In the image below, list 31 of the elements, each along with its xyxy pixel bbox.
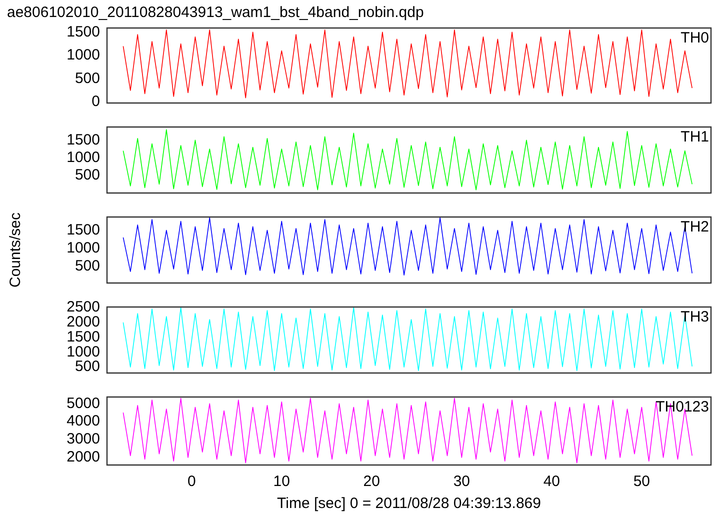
x-tick-label: 40 bbox=[543, 473, 560, 490]
y-tick-label: 5000 bbox=[66, 394, 100, 412]
y-tick-label: 1500 bbox=[66, 131, 100, 148]
y-tick-label: 0 bbox=[92, 93, 100, 110]
x-tick-label: 50 bbox=[633, 473, 650, 490]
y-tick-label: 500 bbox=[74, 257, 100, 274]
y-tick-label: 2500 bbox=[66, 298, 100, 316]
annotation: TH2 bbox=[680, 218, 709, 236]
y-tick-label: 1500 bbox=[66, 23, 100, 40]
x-axis-title: Time [sec] 0 = 2011/08/28 04:39:13.869 bbox=[277, 495, 541, 512]
x-tick-label: 20 bbox=[363, 473, 380, 490]
x-tick-label: 10 bbox=[273, 473, 290, 490]
y-tick-label: 2000 bbox=[66, 448, 100, 466]
y-tick-label: 1000 bbox=[66, 46, 100, 64]
y-axis-title: Counts/sec bbox=[7, 212, 24, 288]
y-tick-label: 1500 bbox=[66, 328, 100, 346]
y-tick-label: 500 bbox=[74, 166, 100, 184]
y-tick-label: 1000 bbox=[66, 148, 100, 166]
chart-title: ae806102010_20110828043913_wam1_bst_4band_nobin.qdp bbox=[7, 4, 424, 22]
y-tick-label: 2000 bbox=[66, 314, 100, 331]
x-tick-label: 0 bbox=[187, 473, 196, 490]
y-tick-label: 500 bbox=[74, 358, 100, 376]
y-tick-label: 1500 bbox=[66, 221, 100, 238]
y-tick-label: 3000 bbox=[66, 430, 100, 448]
y-tick-label: 1000 bbox=[66, 239, 100, 256]
x-tick-label: 30 bbox=[453, 473, 470, 490]
y-tick-label: 4000 bbox=[66, 412, 100, 430]
annotation: TH1 bbox=[680, 128, 709, 146]
annotation: TH0 bbox=[680, 30, 709, 47]
y-tick-label: 500 bbox=[74, 70, 100, 87]
y-tick-label: 1000 bbox=[66, 343, 100, 360]
